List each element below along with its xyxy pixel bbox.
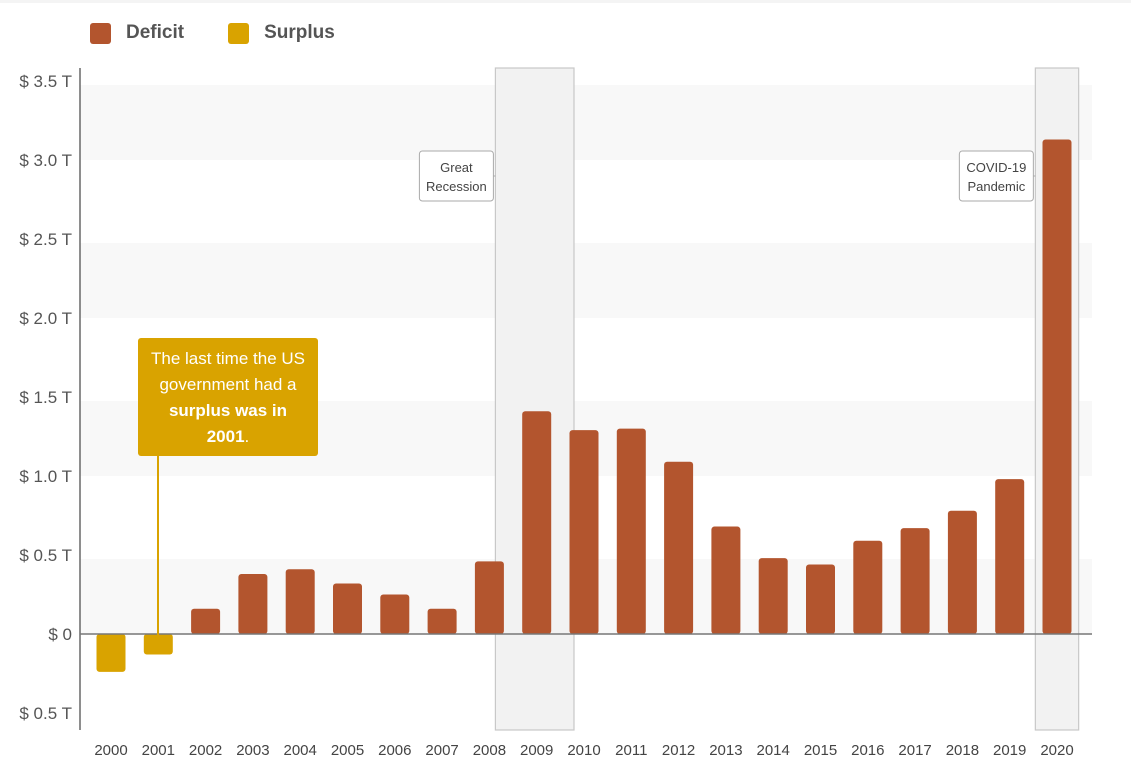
x-tick-label: 2020 [1040, 742, 1073, 759]
bar-2003 [238, 573, 268, 634]
bar-2000 [96, 634, 126, 672]
top-border [0, 0, 1131, 3]
x-tick-label: 2012 [662, 742, 695, 759]
shaded-period-label-text: Great [440, 160, 473, 175]
x-tick-label: 2004 [284, 742, 317, 759]
x-tick-label: 2014 [757, 742, 790, 759]
bar-2004 [285, 569, 315, 634]
x-tick-label: 2017 [898, 742, 931, 759]
bar-2001 [143, 634, 173, 655]
x-tick-label: 2018 [946, 742, 979, 759]
x-tick-label: 2003 [236, 742, 269, 759]
bar-2007 [427, 608, 457, 634]
x-tick-label: 2019 [993, 742, 1026, 759]
x-tick-label: 2000 [94, 742, 127, 759]
legend-swatch-surplus [228, 22, 250, 44]
bar-2015 [806, 564, 835, 634]
y-tick-label: $ 1.0 T [19, 467, 72, 486]
x-tick-label: 2006 [378, 742, 411, 759]
x-tick-label: 2002 [189, 742, 222, 759]
bar-2002 [191, 608, 221, 634]
legend-swatch-deficit [90, 22, 111, 44]
x-axis-ticks: 2000 2001 2002 2003 2004 2005 2006 2007 2008 2009… [94, 742, 1073, 759]
y-tick-label: $ 3.5 T [19, 72, 72, 91]
bar-2009 [522, 411, 552, 634]
x-tick-label: 2005 [331, 742, 364, 759]
shaded-period-box [958, 150, 1034, 202]
shaded-period-box [418, 150, 494, 202]
axes [79, 68, 1092, 730]
x-tick-label: 2007 [425, 742, 458, 759]
bar-2010 [569, 430, 599, 634]
y-tick-label: $ 0 [48, 625, 72, 644]
callout-bold-text: surplus was in 2001 [168, 401, 288, 446]
bar-2019 [995, 479, 1025, 634]
y-tick-label: $ 0.5 T [19, 704, 72, 723]
callout-end-text: . [244, 427, 250, 446]
shaded-period-label-text: Recession [426, 179, 487, 194]
shaded-period-label-text: COVID-19 [966, 160, 1026, 175]
bar-2016 [853, 540, 883, 634]
y-tick-label: $ 0.5 T [19, 546, 72, 565]
y-axis-ticks: $ 3.5 T $ 3.0 T $ 2.5 T $ 2.0 T $ 1.5 T $ 1.0… [19, 72, 72, 723]
y-tick-label: $ 1.5 T [19, 388, 72, 407]
bar-2005 [333, 583, 362, 634]
x-tick-label: 2016 [851, 742, 884, 759]
bar-2012 [664, 461, 694, 634]
bar-2017 [900, 528, 930, 634]
x-tick-label: 2011 [615, 742, 647, 759]
x-tick-label: 2009 [520, 742, 553, 759]
x-tick-label: 2015 [804, 742, 837, 759]
legend-item-deficit[interactable]: Deficit [90, 22, 184, 44]
y-tick-label: $ 2.5 T [19, 230, 72, 249]
bar-2018 [947, 510, 977, 634]
grid-band [80, 85, 1092, 160]
shaded-period-label-text: Pandemic [967, 179, 1025, 194]
bar-2011 [616, 428, 646, 634]
chart-legend: Deficit Surplus [90, 22, 379, 44]
x-tick-label: 2001 [142, 742, 175, 759]
legend-label-surplus: Surplus [264, 22, 335, 43]
x-tick-label: 2008 [473, 742, 506, 759]
x-tick-label: 2010 [567, 742, 600, 759]
bars [96, 139, 1072, 672]
surplus-callout: The last time the US government had a su… [138, 338, 318, 456]
bar-2013 [711, 526, 741, 634]
callout-text: The last time the US government had a [150, 349, 305, 394]
bar-2006 [380, 594, 410, 634]
callout-stem [157, 456, 159, 636]
y-tick-label: $ 3.0 T [19, 151, 72, 170]
bar-2020 [1042, 139, 1072, 634]
shaded-period-labels: Great Recession COVID-19 Pandemic [418, 150, 1036, 202]
y-tick-label: $ 2.0 T [19, 309, 72, 328]
legend-label-deficit: Deficit [126, 22, 185, 43]
shaded-period-label-0: Great Recession [418, 150, 496, 202]
bar-2008 [474, 561, 504, 634]
legend-item-surplus[interactable]: Surplus [228, 22, 335, 44]
grid-band [80, 243, 1092, 318]
bar-2014 [758, 558, 788, 634]
x-tick-label: 2013 [709, 742, 742, 759]
shaded-period-label-1: COVID-19 Pandemic [958, 150, 1036, 202]
